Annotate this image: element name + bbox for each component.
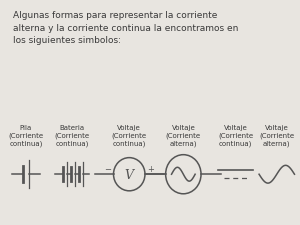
- Text: Voltaje
(Corriente
continua): Voltaje (Corriente continua): [112, 125, 147, 147]
- Text: Bateria
(Corriente
continua): Bateria (Corriente continua): [55, 125, 90, 147]
- Text: Voltaje
(Corriente
alterna): Voltaje (Corriente alterna): [166, 125, 201, 147]
- Text: Voltaje
(Corriente
alterna): Voltaje (Corriente alterna): [259, 125, 294, 147]
- Text: +: +: [147, 165, 154, 174]
- Text: Algunas formas para representar la corriente
alterna y la corriente continua la : Algunas formas para representar la corri…: [13, 11, 238, 45]
- Text: V: V: [125, 169, 134, 182]
- Text: Voltaje
(Corriente
continua): Voltaje (Corriente continua): [218, 125, 253, 147]
- Text: Pila
(Corriente
continua): Pila (Corriente continua): [8, 125, 43, 147]
- Text: −: −: [104, 165, 111, 174]
